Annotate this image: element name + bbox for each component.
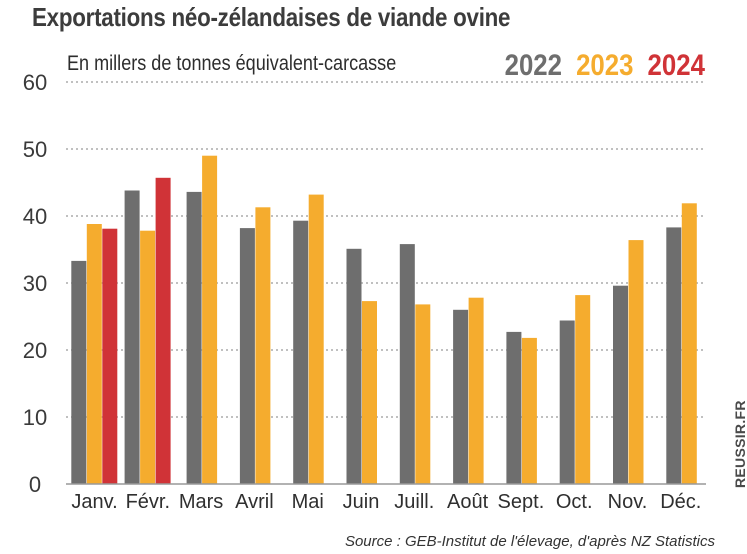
- y-tick-label: 10: [23, 405, 47, 430]
- bar-2022-9: [559, 320, 575, 484]
- source-note: Source : GEB-Institut de l'élevage, d'ap…: [344, 533, 715, 550]
- bar-2022-3: [239, 228, 255, 484]
- x-axis-ticks: Janv. Févr. Mars Avril Mai Juin Juill. Août Sept…: [71, 491, 701, 513]
- x-tick-label: Nov.: [608, 491, 648, 513]
- x-tick-label: Déc.: [660, 491, 701, 513]
- y-tick-label: 50: [23, 137, 47, 162]
- chart-title: Exportations néo-zélandaises de viande o…: [32, 2, 511, 32]
- bar-2024-1: [155, 177, 171, 485]
- x-tick-label: Janv.: [71, 491, 117, 513]
- x-tick-label: Août: [447, 491, 489, 513]
- bar-2023-0: [86, 224, 102, 484]
- y-tick-label: 40: [23, 204, 47, 229]
- y-tick-label: 60: [23, 70, 47, 95]
- y-tick-label: 0: [29, 472, 41, 497]
- bar-2023-4: [308, 194, 324, 484]
- bar-2023-6: [415, 304, 431, 484]
- bar-2022-6: [399, 244, 415, 484]
- bar-2023-8: [521, 337, 537, 484]
- bar-2022-0: [71, 260, 87, 484]
- bar-2024-0: [102, 228, 118, 484]
- x-tick-label: Oct.: [556, 491, 593, 513]
- y-axis-ticks: 0 10 20 30 40 50 60: [23, 70, 47, 497]
- bar-2023-9: [575, 295, 591, 484]
- bar-2022-8: [506, 331, 522, 484]
- bar-2023-11: [681, 203, 697, 485]
- x-tick-label: Sept.: [498, 491, 545, 513]
- bar-2022-10: [613, 285, 628, 484]
- y-tick-label: 20: [23, 338, 47, 363]
- bar-2023-5: [362, 301, 377, 484]
- bar-2022-4: [293, 220, 309, 484]
- bar-2023-10: [628, 240, 644, 484]
- x-tick-label: Juill.: [394, 491, 434, 513]
- legend: 2022 2023 2024: [498, 49, 705, 83]
- bar-2023-3: [255, 207, 271, 485]
- bar-2023-2: [202, 155, 218, 484]
- legend-entry-2022: 2022: [504, 49, 563, 82]
- x-tick-label: Avril: [235, 491, 274, 513]
- bar-2022-7: [453, 309, 469, 484]
- bar-2022-11: [666, 227, 682, 484]
- bar-2022-2: [186, 191, 202, 484]
- x-tick-label: Févr.: [126, 491, 170, 513]
- chart-subtitle: En millers de tonnes équivalent-carcasse: [67, 52, 397, 75]
- bars: [71, 155, 697, 485]
- bar-2022-5: [346, 248, 362, 484]
- legend-entry-2023: 2023: [576, 49, 634, 82]
- bar-2023-1: [140, 230, 156, 484]
- x-tick-label: Juin: [343, 491, 380, 513]
- grid-lines: [66, 81, 706, 418]
- bar-2023-7: [468, 297, 484, 484]
- legend-entry-2024: 2024: [647, 49, 705, 82]
- watermark: REUSSIR.FR: [732, 400, 747, 488]
- x-tick-label: Mars: [179, 491, 223, 513]
- x-tick-label: Mai: [292, 491, 324, 513]
- y-tick-label: 30: [23, 271, 47, 296]
- bar-2022-1: [124, 190, 140, 484]
